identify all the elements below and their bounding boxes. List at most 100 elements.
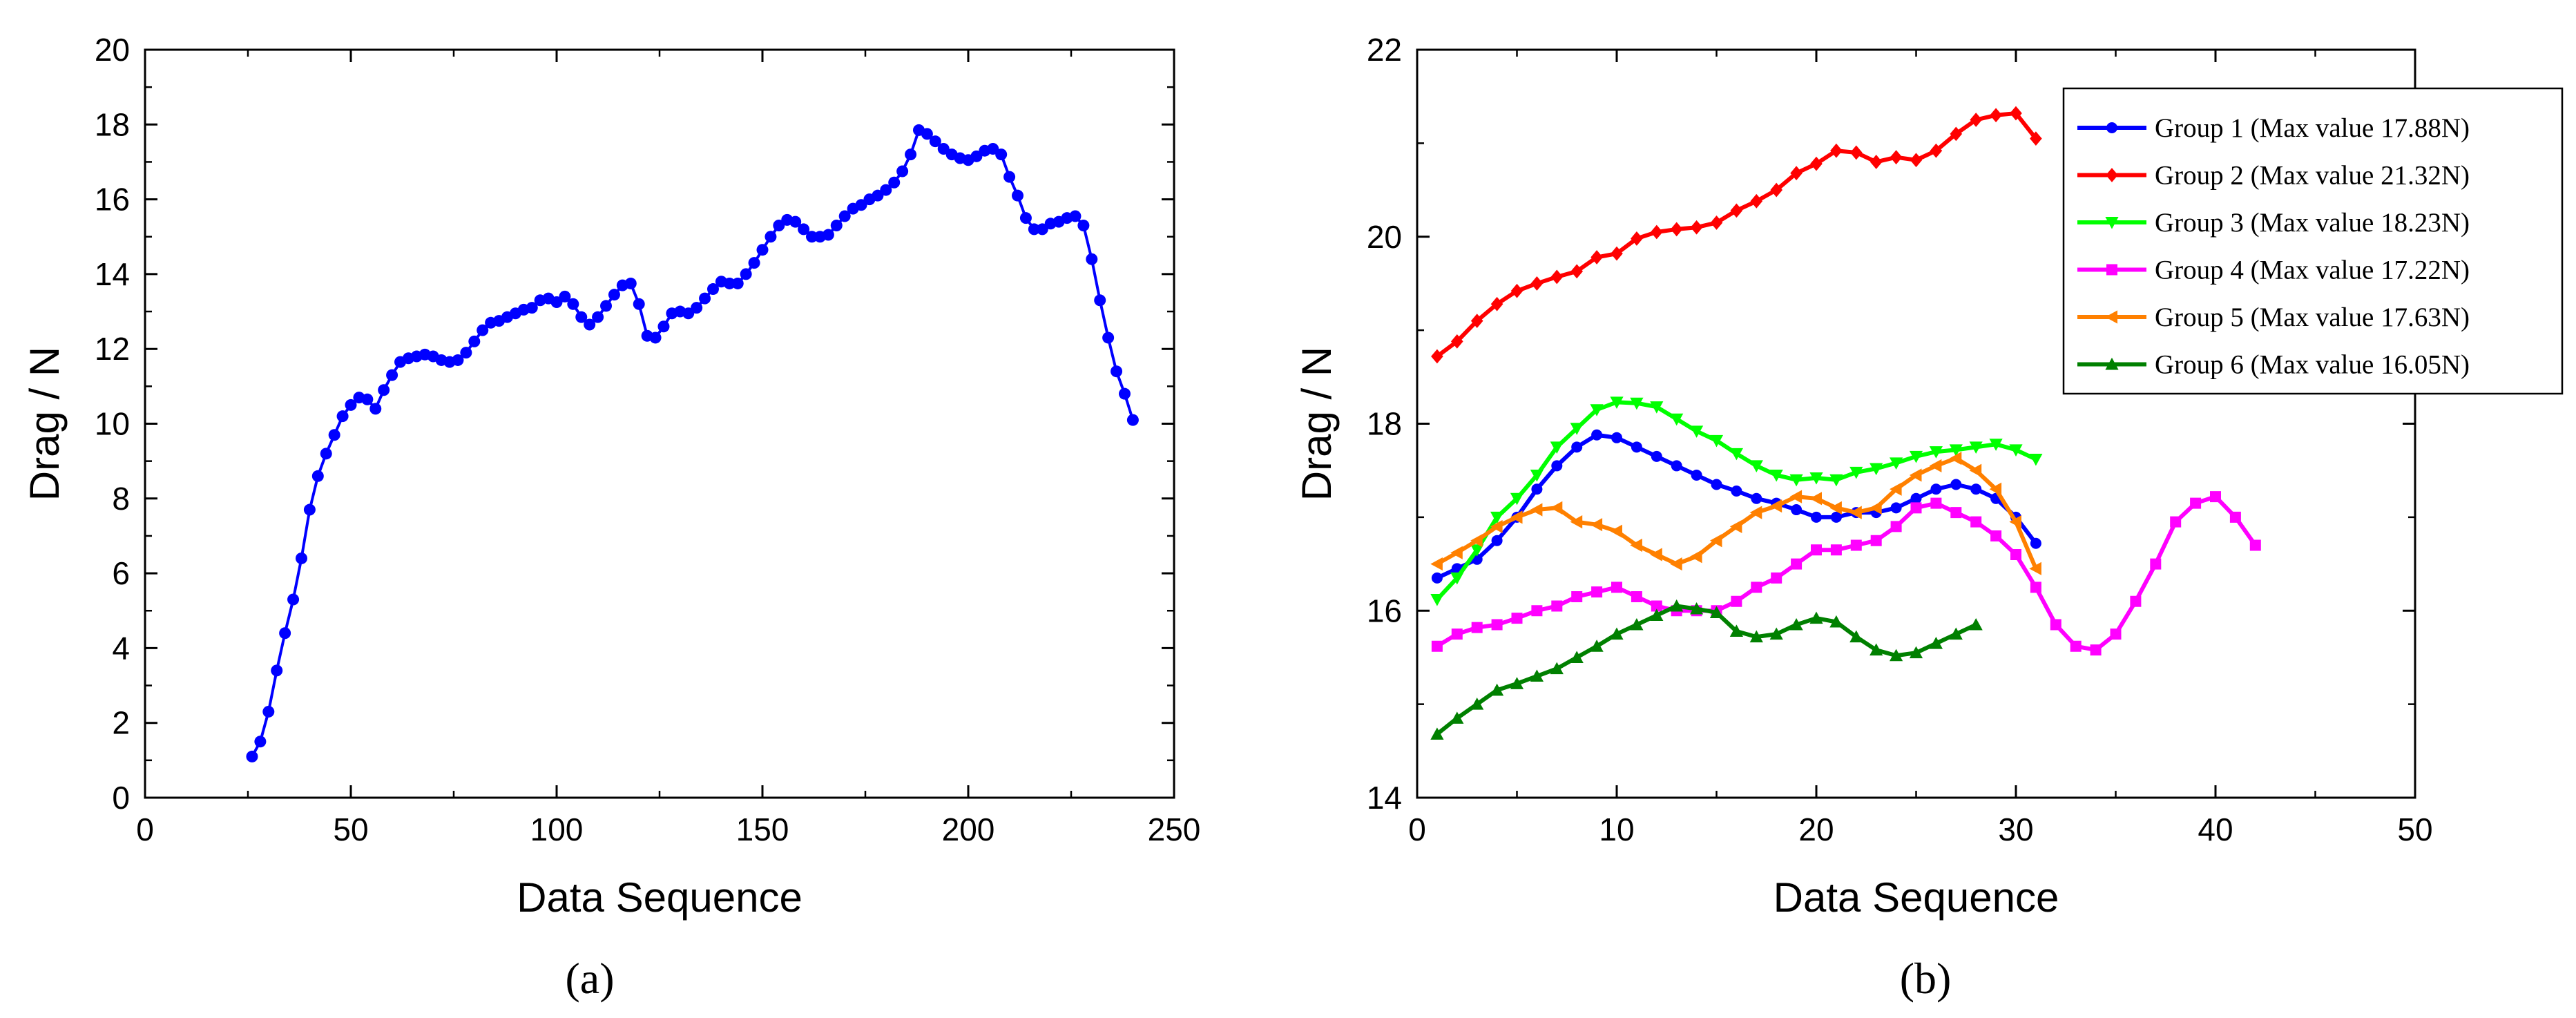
data-point	[1590, 404, 1604, 416]
data-point	[1690, 220, 1703, 235]
data-point	[1949, 444, 1963, 457]
data-point	[1470, 314, 1483, 328]
data-point	[1750, 193, 1763, 209]
legend-entry: Group 1 (Max value 17.88N)	[2077, 113, 2470, 143]
series-line	[1436, 604, 1977, 736]
data-point	[1809, 611, 1823, 624]
x-tick-label: 0	[1408, 811, 1426, 847]
data-point	[1990, 108, 2002, 123]
data-point	[2010, 549, 2021, 561]
legend-entry: Group 3 (Max value 18.23N)	[2077, 208, 2470, 238]
data-point	[279, 627, 291, 640]
legend-swatch-marker	[2106, 122, 2117, 133]
data-point	[1036, 223, 1048, 236]
x-tick-label: 200	[942, 811, 995, 847]
data-point	[1651, 600, 1662, 612]
data-point	[1890, 457, 1903, 470]
data-point	[1028, 223, 1040, 236]
data-point	[1550, 269, 1564, 285]
data-point	[1570, 264, 1583, 279]
data-point	[1830, 511, 1842, 523]
data-point	[1003, 171, 1016, 183]
data-point	[1769, 499, 1782, 513]
panel-a-plot: 0 50 100 150 200 250 0 2 4 6 8 10 12 14 16 18 20 Data Seq…	[21, 32, 1200, 921]
data-point	[1630, 397, 1644, 410]
data-point	[1910, 492, 1922, 504]
data-point	[575, 311, 588, 323]
x-tick-label: 100	[530, 811, 584, 847]
data-point	[1751, 582, 1762, 593]
data-point	[2009, 515, 2021, 529]
data-point	[830, 220, 843, 232]
data-point	[1591, 586, 1603, 598]
data-point	[1950, 507, 1962, 519]
data-point	[1729, 624, 1743, 637]
data-point	[1829, 501, 1842, 515]
data-point	[1069, 210, 1082, 222]
data-point	[2030, 582, 2041, 593]
data-point	[657, 320, 670, 333]
data-point	[1810, 156, 1823, 171]
legend-label: Group 5 (Max value 17.63N)	[2155, 302, 2470, 332]
panel-b-plot: 0 10 20 30 40 50 14 16 18 20 22 Data Sequence Drag /…	[1294, 32, 2564, 921]
data-point	[460, 347, 472, 359]
data-point	[1551, 600, 1563, 612]
legend-entry: Group 6 (Max value 16.05N)	[2077, 350, 2470, 380]
data-point	[1012, 189, 1024, 202]
data-point	[1126, 414, 1139, 426]
x-tick-label: 40	[2198, 811, 2233, 847]
data-point	[2010, 106, 2022, 121]
data-point	[1751, 492, 1762, 504]
data-point	[2229, 511, 2241, 523]
data-point	[1930, 483, 1942, 495]
data-point	[888, 176, 901, 189]
x-tick-label: 250	[1148, 811, 1201, 847]
data-point	[287, 593, 300, 606]
x-tick-label: 50	[333, 811, 368, 847]
data-point	[1670, 413, 1684, 426]
data-point	[1510, 510, 1523, 524]
data-point	[1490, 296, 1503, 311]
data-point	[756, 244, 769, 256]
data-point	[1610, 524, 1622, 538]
data-point	[1102, 332, 1115, 344]
data-point	[1809, 492, 1822, 506]
data-point	[2050, 619, 2061, 631]
y-tick-label: 10	[95, 406, 130, 442]
data-point	[1650, 401, 1664, 414]
data-point	[2090, 644, 2102, 656]
data-point	[1970, 516, 1982, 528]
data-point	[1890, 502, 1902, 514]
data-point	[1571, 441, 1583, 453]
data-point	[477, 324, 489, 336]
data-point	[1950, 479, 1962, 490]
data-point	[1631, 441, 1642, 453]
data-point	[2110, 628, 2122, 640]
data-point	[1829, 474, 1843, 487]
data-point	[320, 448, 332, 460]
y-tick-label: 14	[95, 256, 130, 292]
data-point	[1830, 544, 1842, 556]
data-point	[855, 199, 867, 211]
legend-label: Group 1 (Max value 17.88N)	[2155, 113, 2470, 143]
data-point	[2150, 558, 2162, 570]
data-point	[1590, 640, 1604, 652]
data-point	[970, 150, 983, 162]
data-point	[806, 231, 818, 243]
data-point	[1709, 606, 1724, 618]
data-point	[1789, 617, 1803, 631]
data-point	[1430, 557, 1443, 571]
data-point	[1111, 365, 1123, 378]
data-point	[937, 142, 950, 155]
data-point	[1789, 490, 1803, 503]
data-point	[1709, 434, 1724, 448]
data-point	[1890, 521, 1902, 532]
data-point	[1989, 482, 2002, 496]
data-point	[1969, 463, 1982, 477]
data-point	[682, 307, 695, 320]
data-point	[1850, 145, 1863, 160]
y-tick-label: 6	[112, 555, 130, 591]
data-point	[1530, 276, 1544, 291]
data-point	[1749, 506, 1762, 519]
data-point	[2170, 516, 2182, 528]
